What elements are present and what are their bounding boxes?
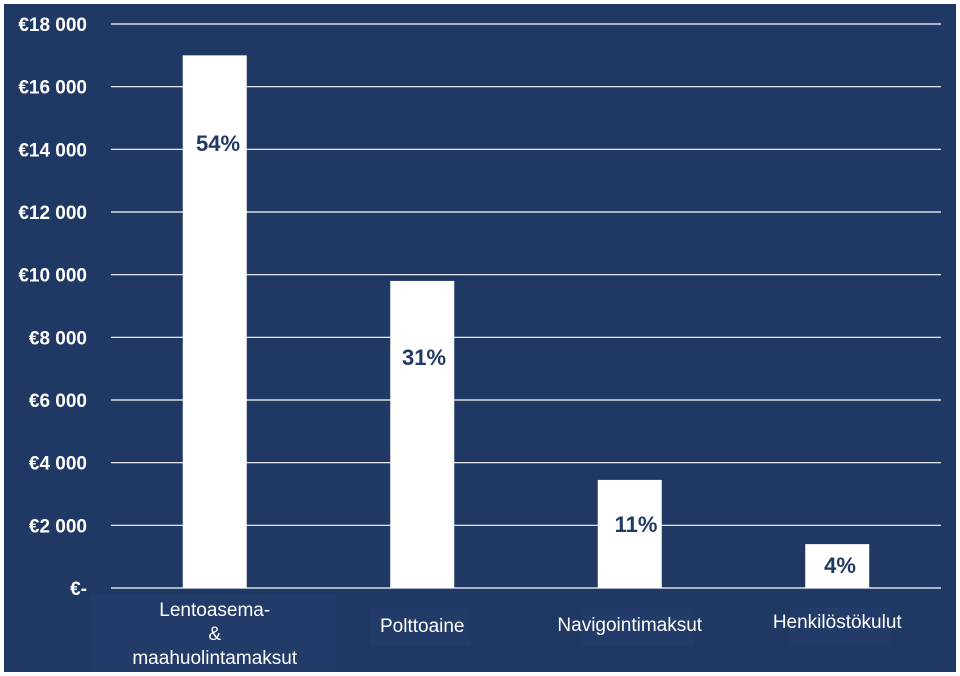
data-label: 31% bbox=[402, 345, 446, 370]
x-category-label: maahuolintamaksut bbox=[132, 648, 297, 669]
category-label-box bbox=[371, 608, 471, 646]
data-label: 54% bbox=[196, 131, 240, 156]
y-tick-label: €10 000 bbox=[18, 266, 87, 287]
x-category-label: Navigointimaksut bbox=[557, 615, 702, 636]
y-tick-label: €8 000 bbox=[29, 328, 87, 349]
y-tick-label: €4 000 bbox=[29, 454, 87, 475]
category-label-box bbox=[790, 608, 890, 644]
x-category-label: & bbox=[208, 624, 221, 645]
y-tick-label: €6 000 bbox=[29, 391, 87, 412]
bar bbox=[805, 544, 870, 588]
y-tick-label: €2 000 bbox=[29, 516, 87, 537]
data-label: 11% bbox=[615, 512, 658, 537]
bar bbox=[597, 479, 662, 588]
x-category-label: Polttoaine bbox=[380, 616, 465, 637]
y-tick-label: €- bbox=[70, 579, 87, 600]
y-tick-label: €18 000 bbox=[18, 15, 87, 36]
x-category-label: Henkilöstökulut bbox=[773, 612, 903, 633]
bar bbox=[182, 55, 247, 589]
x-category-label: Lentoasema- bbox=[159, 600, 270, 621]
category-label-box bbox=[582, 608, 694, 646]
y-tick-label: €12 000 bbox=[18, 203, 87, 224]
bar bbox=[390, 280, 455, 588]
bar-chart: €- €2 000 €4 000 €6 000 €8 000 €10 000 €12 000… bbox=[18, 15, 941, 672]
data-label: 4% bbox=[824, 553, 856, 578]
chart-area: €- €2 000 €4 000 €6 000 €8 000 €10 000 €12 000… bbox=[4, 4, 956, 672]
y-tick-label: €14 000 bbox=[18, 140, 87, 161]
y-tick-label: €16 000 bbox=[18, 78, 87, 99]
category-label-box bbox=[90, 594, 336, 672]
